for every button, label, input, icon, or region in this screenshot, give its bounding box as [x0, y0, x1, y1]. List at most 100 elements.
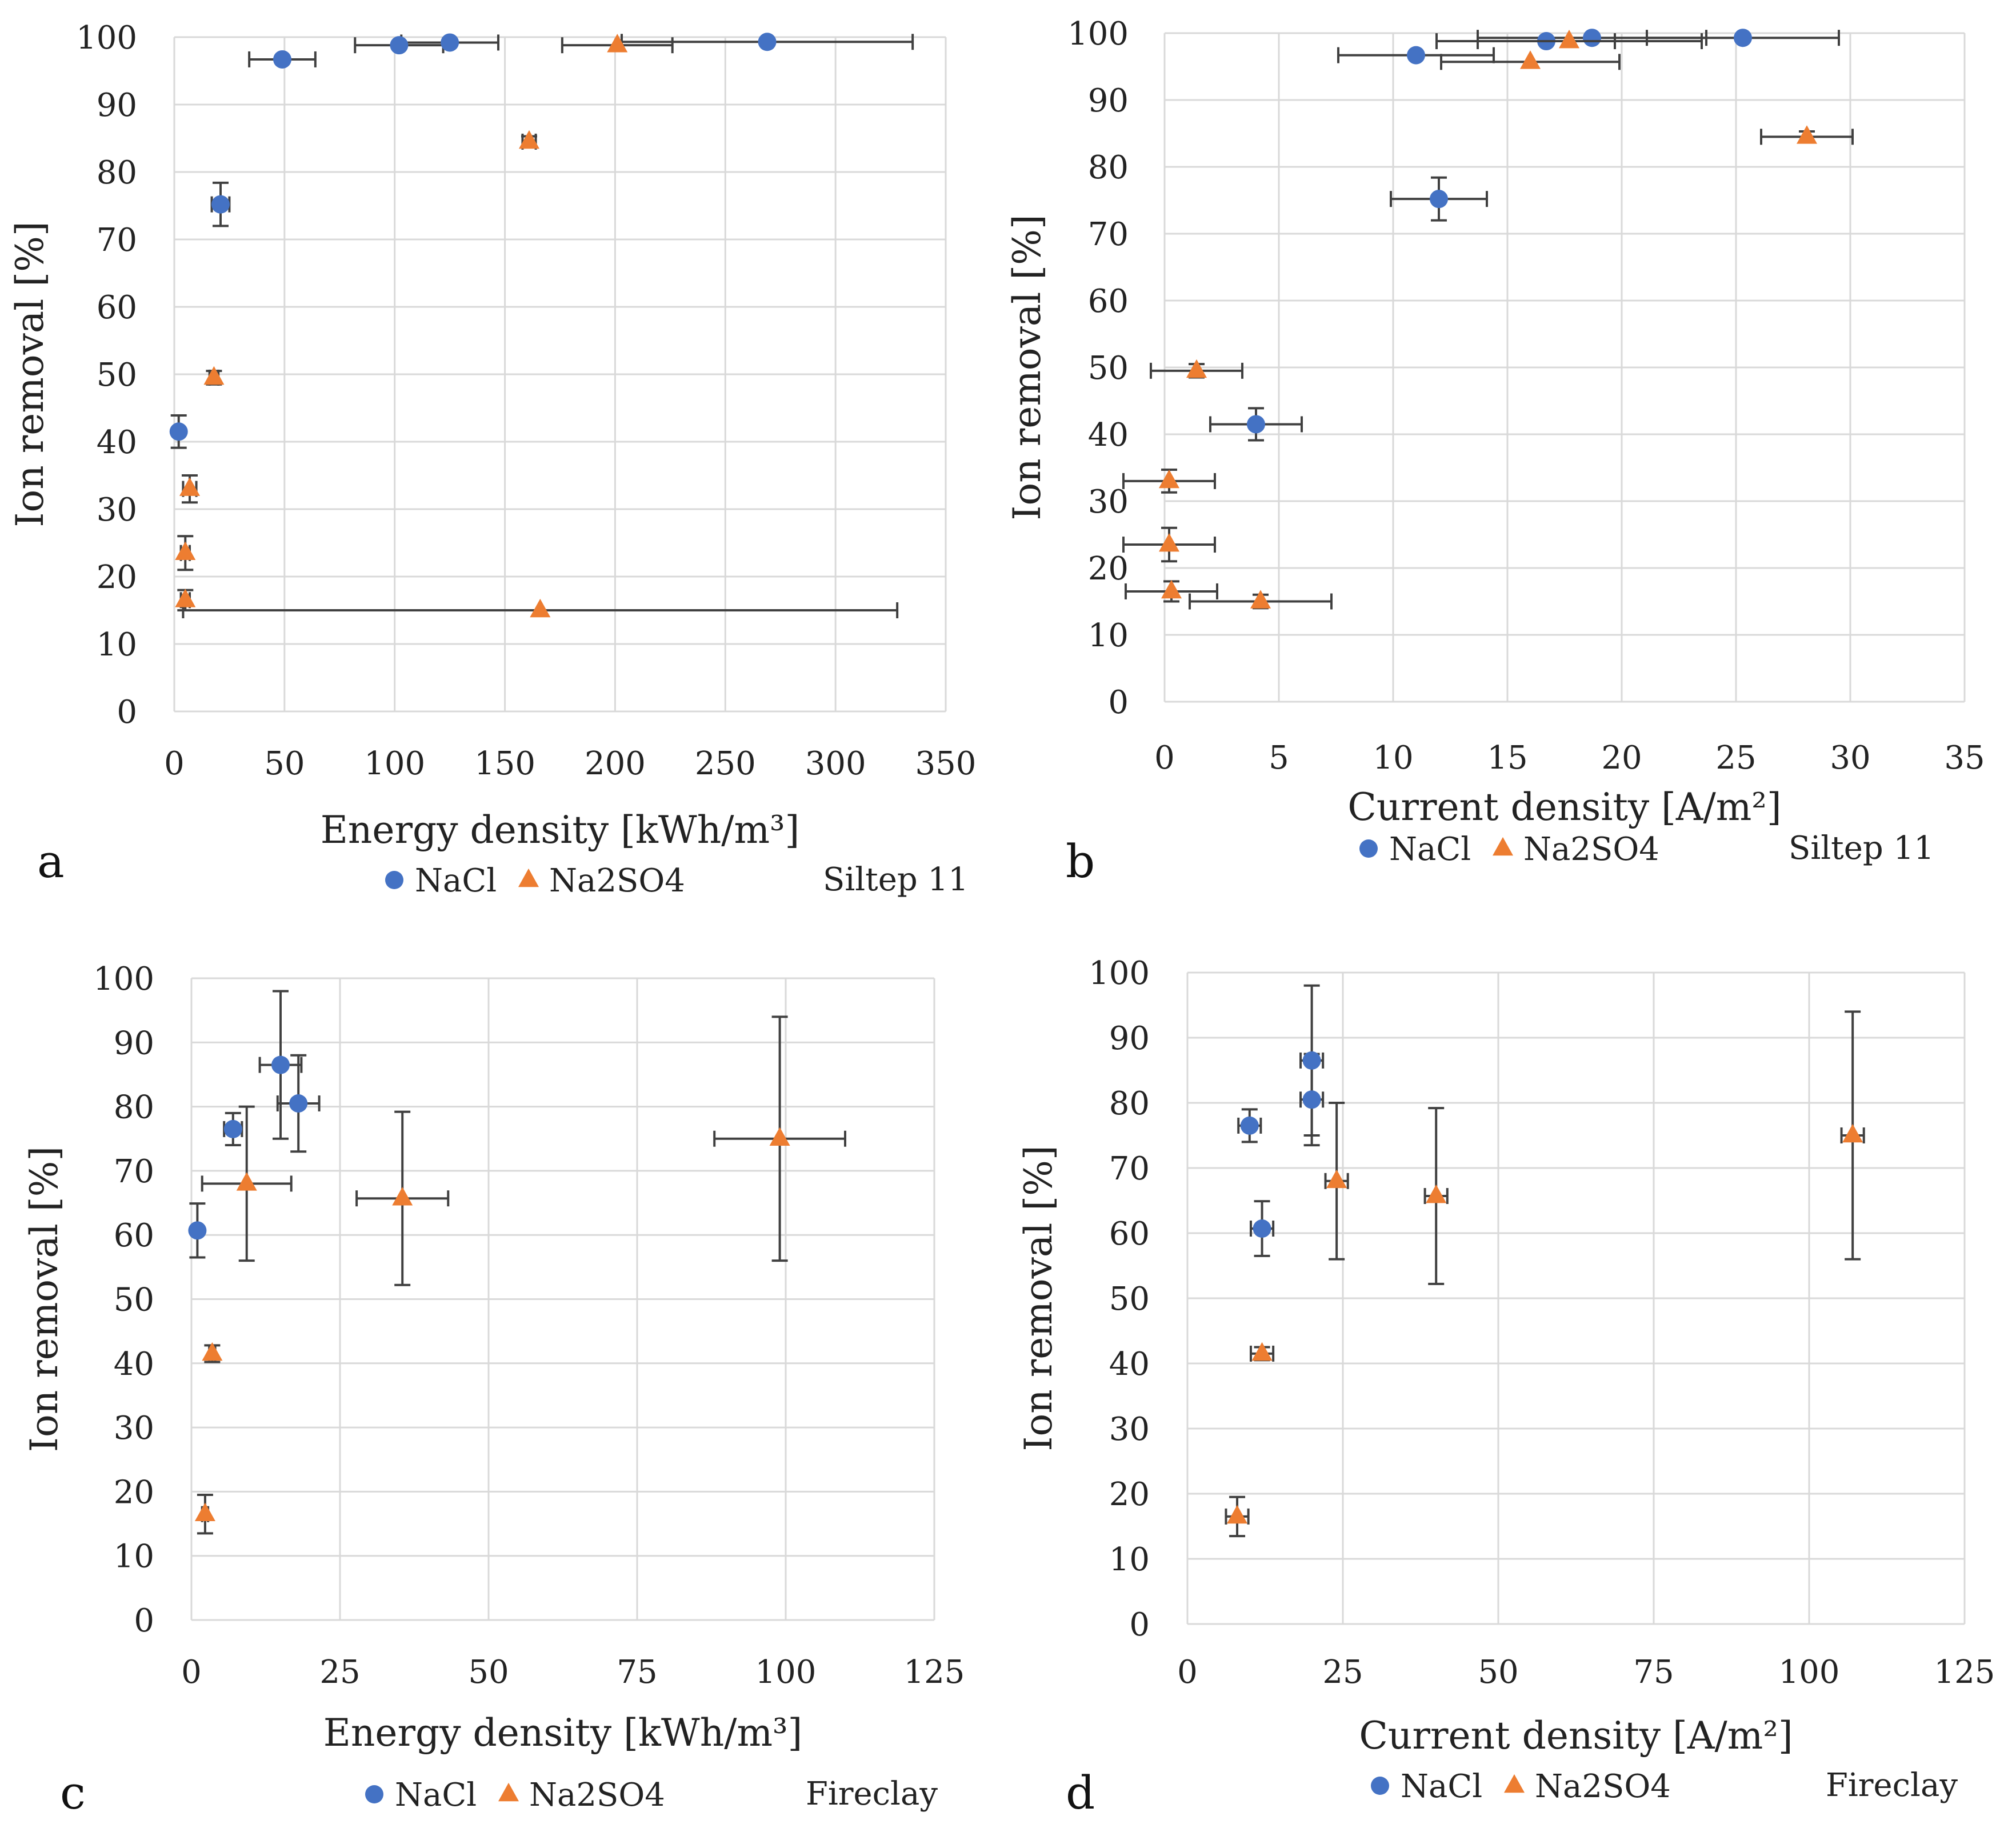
- y-tick-label: 50: [1109, 1281, 1150, 1318]
- legend-label-na2so4: Na2SO4: [1535, 1768, 1671, 1805]
- x-tick-label: 20: [1601, 739, 1642, 777]
- data-point-nacl: [1302, 1051, 1321, 1070]
- data-point-nacl: [441, 33, 459, 52]
- material-note: Siltep 11: [823, 861, 969, 898]
- material-note: Fireclay: [1826, 1767, 1958, 1804]
- x-tick-label: 100: [1779, 1654, 1840, 1691]
- data-point-nacl: [271, 1055, 290, 1074]
- y-axis-label: Ion removal [%]: [1017, 1145, 1061, 1451]
- data-point-na2so4: [1326, 1169, 1347, 1189]
- data-point-nacl: [188, 1221, 207, 1240]
- data-point-na2so4: [1520, 50, 1541, 69]
- data-point-nacl: [1583, 29, 1601, 47]
- x-tick-label: 0: [1154, 739, 1175, 777]
- y-tick-label: 0: [117, 694, 137, 731]
- y-tick-label: 100: [76, 19, 137, 57]
- data-point-nacl: [1407, 46, 1425, 65]
- y-tick-label: 100: [1089, 955, 1150, 992]
- y-tick-label: 70: [97, 222, 137, 259]
- data-point-nacl: [211, 195, 230, 214]
- y-tick-label: 100: [1067, 15, 1129, 53]
- y-axis-label: Ion removal [%]: [22, 1146, 66, 1452]
- y-tick-label: 40: [114, 1346, 154, 1383]
- y-axis-label: Ion removal [%]: [1005, 214, 1049, 520]
- y-tick-label: 20: [1088, 550, 1129, 587]
- legend-label-na2so4: Na2SO4: [529, 1777, 665, 1814]
- y-tick-label: 30: [1109, 1411, 1150, 1448]
- x-tick-label: 5: [1269, 739, 1289, 777]
- legend-marker-nacl: [1359, 839, 1378, 858]
- material-note: Fireclay: [806, 1775, 938, 1813]
- y-tick-label: 70: [114, 1153, 154, 1190]
- legend-label-nacl: NaCl: [395, 1777, 477, 1814]
- x-tick-label: 50: [264, 745, 305, 782]
- y-tick-label: 60: [114, 1217, 154, 1254]
- x-tick-label: 15: [1487, 739, 1527, 777]
- data-point-na2so4: [519, 130, 539, 149]
- legend-label-nacl: NaCl: [1389, 831, 1471, 868]
- legend-marker-na2so4: [518, 868, 539, 887]
- data-point-nacl: [1430, 190, 1448, 209]
- legend-label-na2so4: Na2SO4: [549, 862, 685, 899]
- x-tick-label: 125: [1934, 1654, 1995, 1691]
- legend-label-nacl: NaCl: [415, 862, 497, 899]
- data-point-nacl: [169, 422, 188, 441]
- x-axis-label: Energy density [kWh/m³]: [323, 1711, 803, 1755]
- y-tick-label: 100: [93, 961, 154, 998]
- panel-label: d: [1066, 1766, 1095, 1819]
- y-tick-label: 60: [1088, 283, 1129, 320]
- y-tick-label: 50: [97, 357, 137, 394]
- y-tick-label: 70: [1109, 1150, 1150, 1187]
- y-tick-label: 40: [97, 424, 137, 461]
- data-point-na2so4: [1159, 469, 1179, 489]
- data-point-na2so4: [769, 1127, 790, 1146]
- y-tick-label: 90: [1088, 82, 1129, 119]
- legend: NaCl Na2SO4: [1371, 1768, 1671, 1805]
- y-tick-label: 30: [114, 1410, 154, 1447]
- chart-panel-b: 0 10 20 30 40 50 60 70 80 90 100 0 5 10 15 20 25 30 35 Curr…: [1005, 15, 1985, 888]
- data-point-nacl: [1302, 1090, 1321, 1109]
- x-tick-label: 75: [1633, 1654, 1674, 1691]
- x-tick-label: 200: [585, 745, 646, 782]
- material-note: Siltep 11: [1789, 830, 1934, 867]
- legend-label-na2so4: Na2SO4: [1523, 831, 1659, 868]
- data-point-na2so4: [1161, 579, 1182, 599]
- y-tick-label: 60: [97, 289, 137, 326]
- x-tick-label: 25: [319, 1654, 360, 1691]
- x-tick-label: 75: [617, 1654, 657, 1691]
- x-tick-label: 0: [1177, 1654, 1198, 1691]
- y-tick-label: 70: [1088, 216, 1129, 253]
- y-tick-label: 50: [114, 1282, 154, 1319]
- chart-panel-c: 0 10 20 30 40 50 60 70 80 90 100 0 25 50 75 100 125 Energ…: [22, 961, 965, 1819]
- legend-marker-nacl: [365, 1785, 383, 1803]
- x-tick-label: 25: [1322, 1654, 1363, 1691]
- x-tick-label: 30: [1830, 739, 1870, 777]
- y-tick-label: 80: [114, 1089, 154, 1126]
- chart-panel-a: 0 10 20 30 40 50 60 70 80 90 100 0 50 100 150 200 250 300…: [8, 19, 976, 899]
- y-tick-label: 30: [97, 491, 137, 529]
- data-point-na2so4: [1797, 125, 1817, 144]
- y-tick-label: 40: [1088, 417, 1129, 454]
- legend-label-nacl: NaCl: [1401, 1768, 1482, 1805]
- panel-label: b: [1066, 835, 1095, 888]
- legend-marker-nacl: [385, 871, 403, 889]
- x-tick-label: 250: [695, 745, 756, 782]
- data-point-na2so4: [1842, 1123, 1863, 1143]
- x-tick-label: 300: [805, 745, 866, 782]
- data-point-na2so4: [179, 477, 200, 496]
- x-tick-label: 50: [1478, 1654, 1518, 1691]
- data-point-na2so4: [1559, 29, 1579, 49]
- data-point-na2so4: [1227, 1505, 1248, 1524]
- data-point-nacl: [1253, 1219, 1271, 1238]
- y-tick-label: 0: [134, 1602, 154, 1639]
- x-tick-label: 100: [755, 1654, 817, 1691]
- y-tick-label: 10: [97, 626, 137, 663]
- data-point-na2so4: [1250, 590, 1271, 609]
- y-tick-label: 10: [1088, 617, 1129, 654]
- y-tick-label: 80: [97, 154, 137, 191]
- legend: NaCl Na2SO4: [365, 1777, 665, 1814]
- panel-label: a: [37, 835, 65, 888]
- data-point-na2so4: [1426, 1184, 1447, 1203]
- chart-panel-d: 0 10 20 30 40 50 60 70 80 90 100 0 25 50 75 100 125 Curre…: [1017, 955, 1995, 1819]
- legend-marker-na2so4: [498, 1782, 519, 1802]
